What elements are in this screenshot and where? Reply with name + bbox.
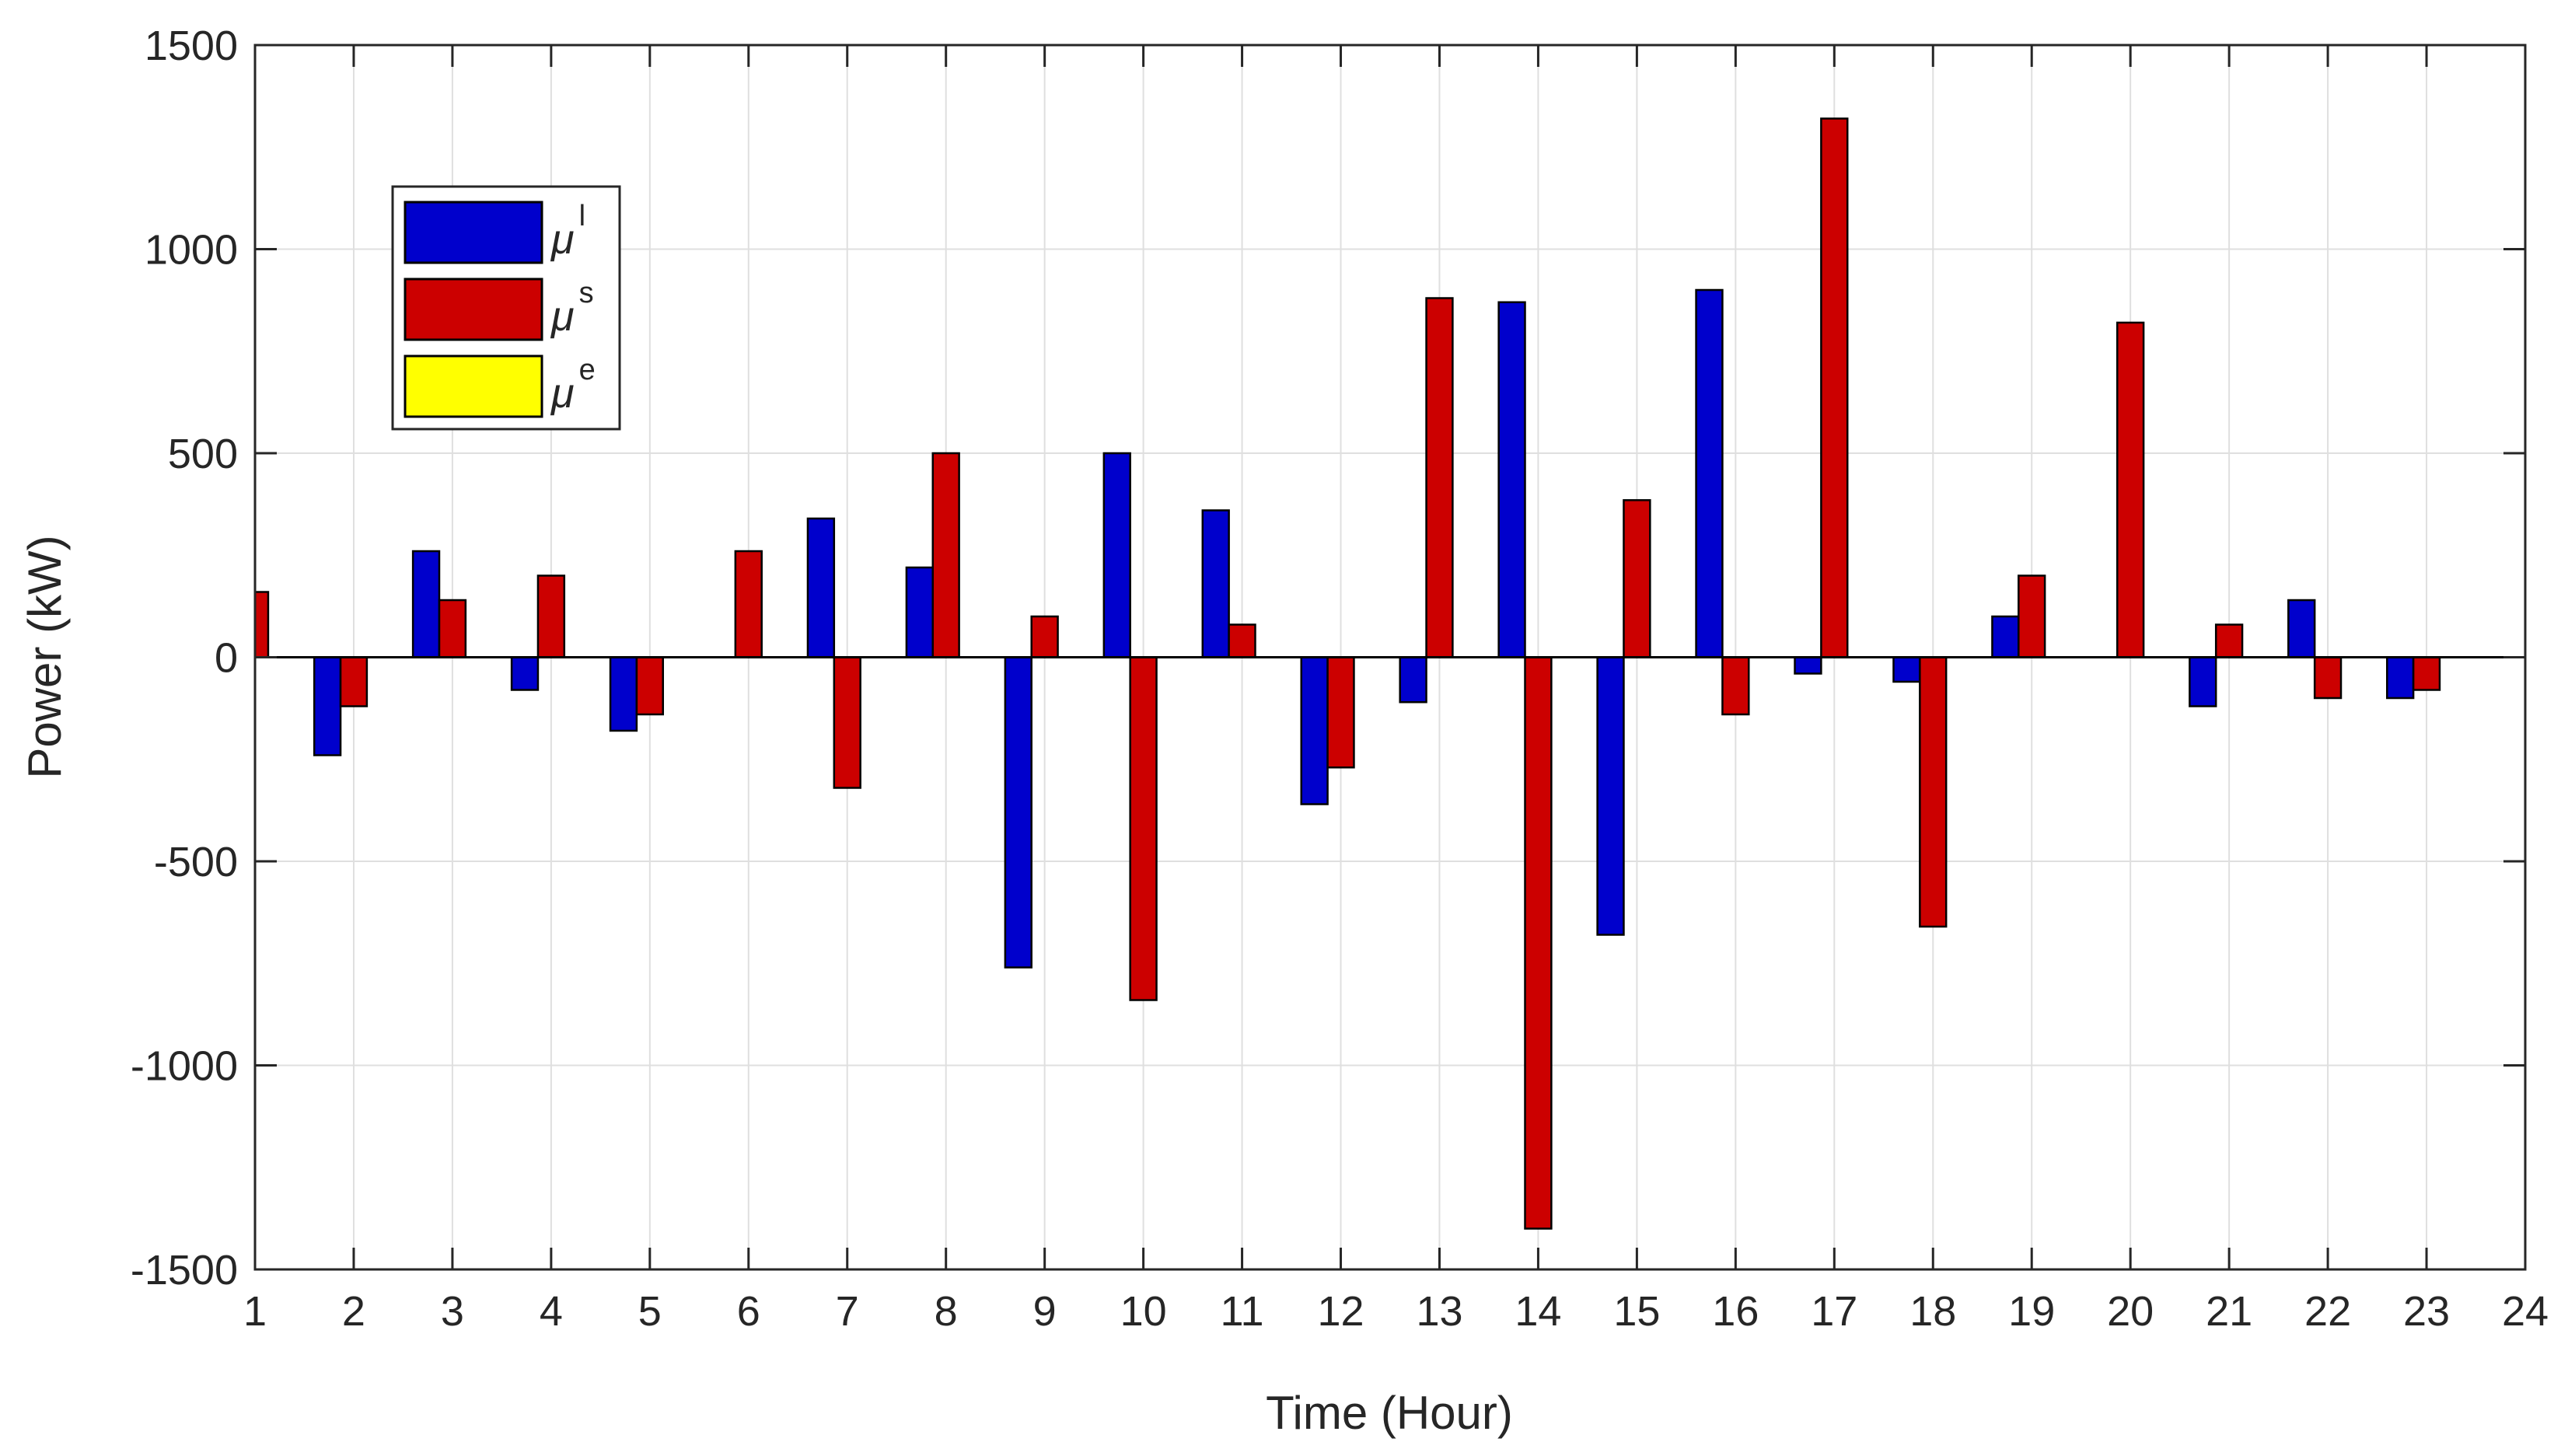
bar-l-hour-11 — [1201, 509, 1230, 658]
x-tick-label: 14 — [1515, 1288, 1561, 1335]
x-tick-label: 6 — [737, 1288, 760, 1335]
y-tick-label: 0 — [215, 635, 238, 682]
x-tick-label: 24 — [2502, 1288, 2549, 1335]
bar-l-hour-23 — [2386, 656, 2415, 700]
bar-l-hour-19 — [1991, 615, 2020, 658]
x-axis-label: Time (Hour) — [1266, 1387, 1513, 1439]
bar-s-hour-11 — [1228, 623, 1256, 658]
ticks: 1 2 3 4 5 6 7 8 9 10 11 12 13 14 15 16 17 18 19 20 21 22 23 24-… — [131, 23, 2549, 1335]
bar-l-hour-9 — [1004, 656, 1032, 969]
x-tick-label: 11 — [1221, 1288, 1264, 1335]
bar-l-hour-7 — [806, 517, 836, 658]
x-tick-label: 17 — [1811, 1288, 1857, 1335]
x-tick-label: 10 — [1120, 1288, 1167, 1335]
bar-s-hour-16 — [1721, 656, 1750, 716]
bar-l-hour-10 — [1102, 452, 1131, 658]
x-tick-label: 20 — [2107, 1288, 2154, 1335]
x-tick-label: 23 — [2403, 1288, 2450, 1335]
bar-s-hour-22 — [2313, 656, 2343, 700]
bar-s-hour-4 — [536, 574, 566, 658]
bar-s-hour-7 — [833, 656, 861, 789]
x-tick-label: 12 — [1317, 1288, 1364, 1335]
x-tick-label: 7 — [836, 1288, 859, 1335]
x-tick-label: 15 — [1613, 1288, 1660, 1335]
bar-l-hour-18 — [1892, 656, 1921, 683]
bar-l-hour-22 — [2287, 599, 2316, 658]
bar-s-hour-14 — [1524, 656, 1553, 1230]
bar-l-hour-5 — [609, 656, 638, 732]
bar-l-hour-4 — [510, 656, 540, 691]
bar-l-hour-2 — [313, 656, 342, 756]
x-tick-label: 9 — [1033, 1288, 1057, 1335]
x-tick-label: 18 — [1909, 1288, 1956, 1335]
bar-s-hour-1 — [253, 591, 270, 658]
legend: μ l μ s μ e — [391, 185, 621, 431]
bar-l-hour-14 — [1497, 301, 1526, 658]
bar-l-hour-8 — [905, 566, 935, 658]
x-tick-label: 3 — [441, 1288, 464, 1335]
bar-s-hour-10 — [1129, 656, 1158, 1001]
x-tick-label: 22 — [2304, 1288, 2351, 1335]
x-tick-label: 13 — [1416, 1288, 1462, 1335]
bar-s-hour-12 — [1326, 656, 1355, 769]
bar-l-hour-15 — [1596, 656, 1625, 936]
bar-l-hour-21 — [2189, 656, 2217, 707]
x-tick-label: 5 — [638, 1288, 662, 1335]
x-tick-label: 4 — [540, 1288, 563, 1335]
bar-s-hour-13 — [1425, 297, 1454, 658]
bar-l-hour-3 — [411, 550, 441, 658]
bar-s-hour-17 — [1820, 117, 1849, 658]
bar-l-hour-13 — [1399, 656, 1427, 704]
bar-s-hour-23 — [2412, 656, 2441, 691]
bar-s-hour-19 — [2018, 574, 2046, 658]
x-tick-label: 19 — [2008, 1288, 2055, 1335]
bar-s-hour-5 — [635, 656, 665, 716]
x-tick-label: 16 — [1712, 1288, 1759, 1335]
bar-s-hour-20 — [2116, 321, 2145, 658]
y-tick-label: 1500 — [145, 23, 238, 69]
bar-s-hour-9 — [1030, 615, 1059, 658]
legend-swatch-s — [404, 278, 543, 341]
bar-l-hour-16 — [1695, 288, 1724, 658]
bar-l-hour-12 — [1300, 656, 1329, 805]
bar-s-hour-21 — [2214, 623, 2244, 658]
legend-swatch-l — [404, 201, 543, 264]
y-tick-label: 1000 — [145, 227, 238, 274]
bar-s-hour-3 — [438, 599, 467, 658]
bar-s-hour-6 — [734, 550, 763, 658]
bar-l-hour-17 — [1794, 656, 1822, 675]
x-tick-label: 8 — [935, 1288, 958, 1335]
y-tick-label: -1500 — [131, 1247, 238, 1294]
x-tick-label: 21 — [2206, 1288, 2252, 1335]
bar-s-hour-18 — [1919, 656, 1948, 928]
y-axis-label: Power (kW) — [19, 535, 71, 778]
x-tick-label: 2 — [342, 1288, 365, 1335]
y-tick-label: 500 — [168, 431, 238, 477]
bar-s-hour-8 — [931, 452, 960, 658]
bar-s-hour-2 — [339, 656, 369, 707]
x-tick-label: 1 — [243, 1288, 267, 1335]
bar-s-hour-15 — [1623, 499, 1651, 658]
y-tick-label: -1000 — [131, 1043, 238, 1090]
bars — [253, 117, 2441, 1230]
legend-swatch-e — [404, 354, 543, 418]
y-tick-label: -500 — [154, 839, 238, 885]
